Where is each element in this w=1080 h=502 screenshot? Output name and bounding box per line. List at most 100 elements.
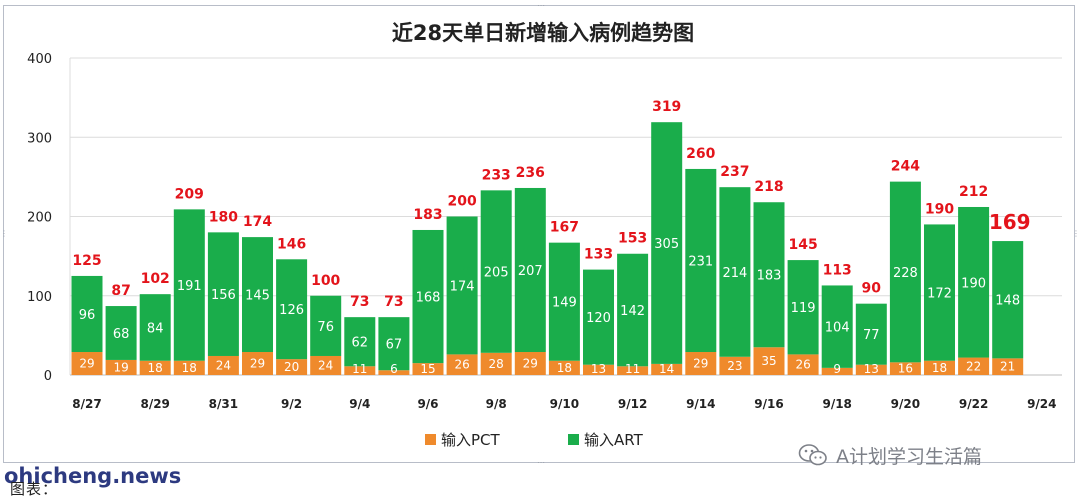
total-value-label: 218	[754, 179, 783, 195]
bar-art	[719, 187, 751, 357]
bar-pct	[651, 363, 683, 375]
bar-art	[787, 260, 819, 355]
bar-pct	[310, 355, 342, 375]
total-value-label: 180	[209, 209, 238, 225]
bar-pct	[685, 352, 717, 375]
total-value-label: 145	[788, 237, 817, 253]
bar-pct	[207, 355, 239, 375]
pct-value-label: 6	[390, 362, 398, 376]
bar-art	[105, 306, 137, 360]
bar-pct	[548, 360, 580, 375]
bar-pct	[344, 366, 376, 375]
y-tick-label: 0	[44, 369, 52, 384]
art-value-label: 77	[863, 328, 880, 343]
x-tick-label: 8/29	[140, 397, 169, 411]
total-value-label: 146	[277, 236, 306, 252]
legend-swatch	[425, 434, 436, 445]
total-value-label: 153	[618, 231, 647, 247]
site-watermark: ohicheng.news	[4, 464, 182, 488]
bar-pct	[378, 370, 410, 375]
total-value-label: 133	[584, 247, 613, 263]
pct-value-label: 26	[454, 358, 469, 372]
bar-art	[548, 242, 580, 361]
legend-label: 输入PCT	[441, 431, 501, 449]
bar-art	[992, 241, 1024, 359]
figure-caption: 图表：	[10, 480, 59, 498]
legend-swatch	[568, 434, 579, 445]
total-value-label: 236	[516, 165, 545, 181]
art-value-label: 231	[688, 254, 713, 269]
pct-value-label: 11	[625, 362, 640, 376]
pct-value-label: 14	[659, 362, 674, 376]
pct-value-label: 18	[557, 361, 572, 375]
art-value-label: 96	[79, 308, 96, 323]
total-value-label: 237	[720, 164, 749, 180]
art-value-label: 305	[654, 237, 679, 252]
bar-pct	[514, 352, 546, 375]
bar-art	[685, 168, 717, 353]
pct-value-label: 29	[523, 357, 538, 371]
y-tick-label: 200	[27, 211, 52, 226]
bar-pct	[617, 366, 649, 375]
total-value-label: 87	[111, 283, 130, 299]
bar-art	[139, 294, 171, 361]
art-value-label: 104	[825, 321, 850, 336]
bar-pct	[446, 354, 478, 375]
x-tick-label: 9/14	[686, 397, 715, 411]
x-tick-label: 9/24	[1027, 397, 1056, 411]
resize-handle-top[interactable]: ⋯	[537, 1, 545, 10]
chart-title: 近28天单日新增输入病例趋势图	[392, 21, 694, 45]
bar-art	[821, 285, 853, 368]
bar-art	[889, 181, 921, 363]
bar-pct	[71, 352, 103, 375]
total-value-label: 174	[243, 214, 272, 230]
bar-art	[446, 216, 478, 355]
x-tick-label: 9/2	[281, 397, 302, 411]
y-tick-label: 400	[27, 52, 52, 67]
bar-pct	[412, 363, 444, 375]
total-value-label: 169	[989, 210, 1031, 234]
bar-pct	[139, 360, 171, 375]
art-value-label: 172	[927, 287, 952, 302]
total-value-label: 73	[384, 294, 403, 310]
art-value-label: 205	[484, 266, 509, 281]
total-value-label: 212	[959, 184, 988, 200]
pct-value-label: 18	[182, 361, 197, 375]
art-value-label: 67	[386, 338, 403, 353]
art-value-label: 183	[757, 269, 782, 284]
total-value-label: 260	[686, 146, 715, 162]
resize-handle-right[interactable]: ⋮	[1072, 229, 1080, 238]
pct-value-label: 19	[113, 360, 128, 374]
x-tick-label: 9/10	[550, 397, 579, 411]
bar-art	[242, 237, 273, 353]
bar-pct	[480, 352, 512, 375]
pct-value-label: 24	[216, 358, 231, 372]
art-value-label: 156	[211, 288, 236, 303]
pct-value-label: 13	[864, 362, 879, 376]
art-value-label: 119	[791, 301, 816, 316]
art-value-label: 145	[245, 289, 270, 304]
art-value-label: 168	[416, 291, 441, 306]
bar-art	[753, 202, 785, 348]
art-value-label: 228	[893, 266, 918, 281]
bar-art	[855, 303, 887, 365]
pct-value-label: 35	[761, 354, 776, 368]
art-value-label: 120	[586, 311, 611, 326]
pct-value-label: 23	[727, 359, 742, 373]
bar-art	[276, 259, 308, 360]
account-name: A计划学习生活篇	[836, 445, 982, 468]
bar-art	[173, 209, 205, 361]
art-value-label: 207	[518, 264, 543, 279]
bar-art	[344, 317, 376, 367]
pct-value-label: 29	[79, 357, 94, 371]
resize-handle-left[interactable]: ⋮	[0, 229, 8, 238]
pct-value-label: 21	[1000, 360, 1015, 374]
pct-value-label: 15	[420, 362, 435, 376]
bar-art	[583, 269, 614, 365]
total-value-label: 319	[652, 99, 681, 115]
bar-art	[71, 275, 103, 353]
pct-value-label: 29	[693, 357, 708, 371]
bar-pct	[753, 347, 785, 375]
bar-art	[651, 122, 683, 364]
resize-handle-bottom[interactable]: ⋯	[537, 458, 545, 467]
